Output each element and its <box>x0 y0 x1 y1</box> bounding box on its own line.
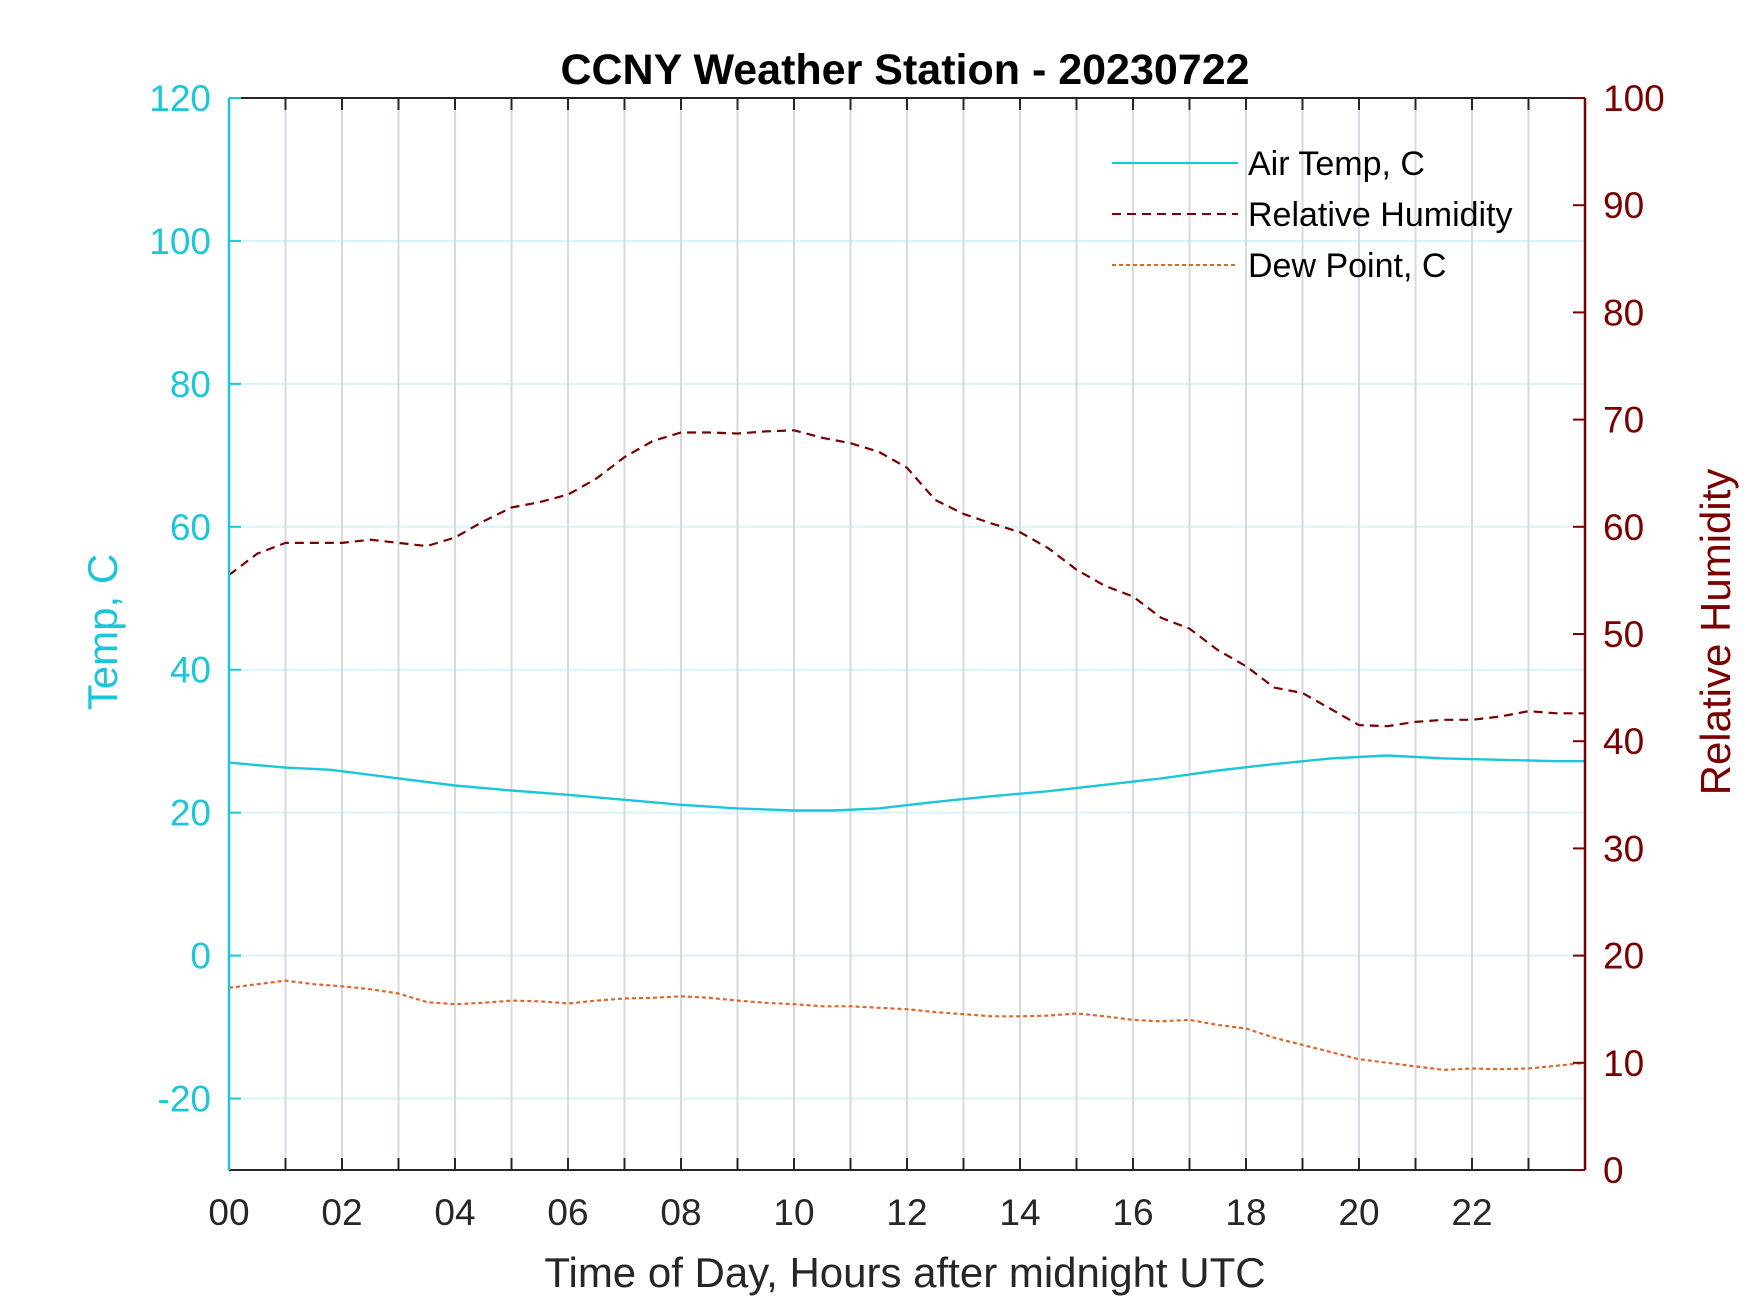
x-tick-label: 14 <box>999 1192 1040 1233</box>
x-tick-label: 02 <box>321 1192 362 1233</box>
x-tick-label: 00 <box>208 1192 249 1233</box>
y-right-tick-label: 70 <box>1603 400 1644 441</box>
y-right-tick-label: 0 <box>1603 1150 1624 1191</box>
axes: 00 02 04 06 08 10 12 14 16 18 20 22-200204060801001… <box>149 78 1664 1233</box>
y-right-tick-label: 10 <box>1603 1043 1644 1084</box>
x-axis-title: Time of Day, Hours after midnight UTC <box>544 1249 1265 1296</box>
y-left-tick-label: 60 <box>170 507 211 548</box>
y-left-tick-label: 40 <box>170 650 211 691</box>
x-tick-label: 20 <box>1338 1192 1379 1233</box>
y-right-tick-label: 20 <box>1603 936 1644 977</box>
legend-label: Air Temp, C <box>1248 145 1425 183</box>
x-tick-label: 10 <box>773 1192 814 1233</box>
y-left-tick-label: 100 <box>149 221 211 262</box>
legend-label: Dew Point, C <box>1248 247 1446 285</box>
y-axis-left-title: Temp, C <box>79 554 126 710</box>
x-tick-label: 04 <box>434 1192 475 1233</box>
grid <box>229 97 1585 1170</box>
y-right-tick-label: 50 <box>1603 614 1644 655</box>
y-left-tick-label: -20 <box>158 1079 211 1120</box>
y-left-tick-label: 80 <box>170 364 211 405</box>
x-tick-label: 18 <box>1225 1192 1266 1233</box>
x-tick-label: 12 <box>886 1192 927 1233</box>
legend-label: Relative Humidity <box>1248 196 1513 234</box>
y-right-tick-label: 90 <box>1603 185 1644 226</box>
y-axis-right-title: Relative Humidity <box>1692 469 1739 796</box>
y-right-tick-label: 100 <box>1603 78 1665 119</box>
y-left-tick-label: 0 <box>190 936 211 977</box>
legend: Air Temp, C Relative Humidity Dew Point, C <box>1112 145 1513 285</box>
y-right-tick-label: 40 <box>1603 721 1644 762</box>
chart-title: CCNY Weather Station - 20230722 <box>560 46 1249 94</box>
x-tick-label: 08 <box>660 1192 701 1233</box>
series-layer <box>228 429 1586 1072</box>
series-line-3 <box>228 979 1586 1072</box>
x-tick-label: 22 <box>1451 1192 1492 1233</box>
series-line-2 <box>228 429 1585 728</box>
y-right-tick-label: 60 <box>1603 507 1644 548</box>
y-left-tick-label: 120 <box>149 78 211 119</box>
x-tick-label: 06 <box>547 1192 588 1233</box>
series-line-1 <box>228 754 1585 812</box>
y-right-tick-label: 80 <box>1603 292 1644 333</box>
y-left-tick-label: 20 <box>170 793 211 834</box>
x-tick-label: 16 <box>1112 1192 1153 1233</box>
y-right-tick-label: 30 <box>1603 828 1644 869</box>
